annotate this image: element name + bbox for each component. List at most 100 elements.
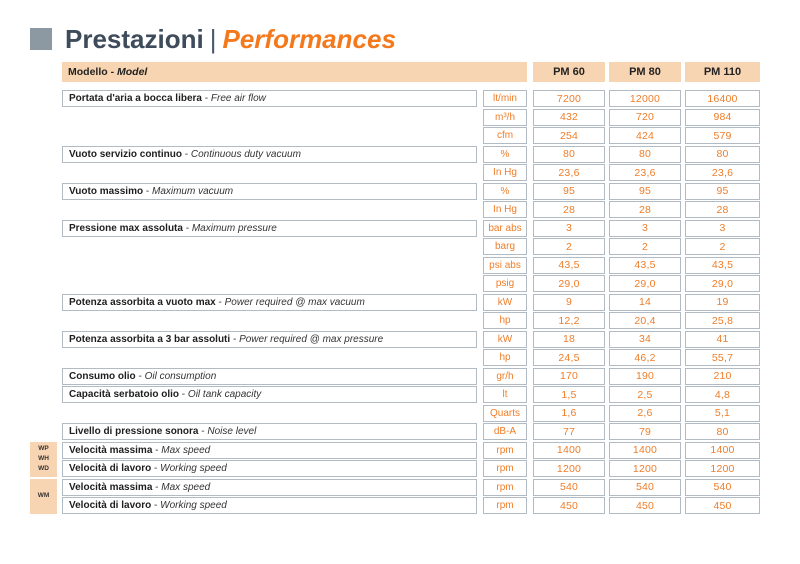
table-row: Velocità di lavoro - Working speed rpm 120… <box>62 460 760 477</box>
value-cell-pm-80: 79 <box>609 423 681 440</box>
value-cell-pm-60: 95 <box>533 182 605 200</box>
row-label-italian: Velocità massima <box>69 444 153 456</box>
row-label-english: Max speed <box>161 481 211 493</box>
row-label-separator: - <box>152 444 162 456</box>
value-cell-pm-60: 29,0 <box>533 275 605 292</box>
table-row: Consumo olio - Oil consumption gr/h 170 190… <box>62 367 760 385</box>
row-label-english: Maximum vacuum <box>151 185 234 197</box>
row-label: Consumo olio - Oil consumption <box>62 367 477 385</box>
value-cell-pm-80: 720 <box>609 108 681 126</box>
row-label: Potenza assorbita a 3 bar assoluti - Pow… <box>62 330 477 348</box>
unit-cell: lt <box>483 386 527 403</box>
row-label-spacer <box>62 275 477 292</box>
table-row: Velocità di lavoro - Working speed rpm 450… <box>62 497 760 514</box>
row-label-english: Working speed <box>160 463 227 474</box>
row-label: Capacità serbatoio olio - Oil tank capac… <box>62 386 477 403</box>
table-row: In Hg 28 28 28 <box>62 201 760 218</box>
value-cell-pm-60: 80 <box>533 145 605 163</box>
value-cell-pm-60: 450 <box>533 497 605 514</box>
value-cell-pm-80: 34 <box>609 330 681 348</box>
table-row: cfm 254 424 579 <box>62 127 760 144</box>
model-label-separator: - <box>107 66 118 78</box>
row-label: Velocità di lavoro - Working speed <box>62 460 477 477</box>
unit-cell: bar abs <box>483 219 527 237</box>
unit-cell: In Hg <box>483 201 527 218</box>
row-label-separator: - <box>215 296 225 308</box>
table-row: psig 29,0 29,0 29,0 <box>62 275 760 292</box>
table-row: Potenza assorbita a 3 bar assoluti - Pow… <box>62 330 760 348</box>
value-cell-pm-110: 43,5 <box>685 256 760 274</box>
row-label-separator: - <box>202 93 211 104</box>
row-label-english: Free air flow <box>210 93 266 104</box>
value-cell-pm-80: 80 <box>609 145 681 163</box>
row-label-english: Oil tank capacity <box>187 389 262 400</box>
row-label-english: Maximum pressure <box>191 222 277 234</box>
value-cell-pm-110: 579 <box>685 127 760 144</box>
value-cell-pm-60: 3 <box>533 219 605 237</box>
value-cell-pm-80: 28 <box>609 201 681 218</box>
model-group-tag-line: WP <box>38 445 49 453</box>
value-cell-pm-110: 80 <box>685 423 760 440</box>
row-label-english: Power required @ max vacuum <box>224 296 365 308</box>
unit-cell: m³/h <box>483 108 527 126</box>
value-cell-pm-110: 23,6 <box>685 164 760 181</box>
value-cell-pm-110: 210 <box>685 367 760 385</box>
row-label-italian: Portata d'aria a bocca libera <box>69 93 202 104</box>
row-label-italian: Vuoto massimo <box>69 185 144 197</box>
value-cell-pm-60: 18 <box>533 330 605 348</box>
model-header-band: Modello - Model <box>62 62 527 82</box>
table-row: Velocità massima - Max speed rpm 540 540 540… <box>30 478 760 514</box>
row-label-spacer <box>62 405 477 422</box>
value-cell-pm-110: 4,8 <box>685 386 760 403</box>
row-label-italian: Livello di pressione sonora <box>69 426 199 437</box>
value-cell-pm-80: 95 <box>609 182 681 200</box>
row-label-separator: - <box>151 500 161 511</box>
row-label-spacer <box>62 127 477 144</box>
row-label: Velocità di lavoro - Working speed <box>62 497 477 514</box>
table-row: psi abs 43,5 43,5 43,5 <box>62 256 760 274</box>
value-cell-pm-110: 25,8 <box>685 312 760 329</box>
value-cell-pm-60: 24,5 <box>533 349 605 366</box>
row-label-separator: - <box>135 370 145 382</box>
row-label-separator: - <box>182 222 192 234</box>
unit-cell: psi abs <box>483 256 527 274</box>
value-cell-pm-80: 424 <box>609 127 681 144</box>
row-label-separator: - <box>179 389 188 400</box>
unit-cell: % <box>483 145 527 163</box>
value-cell-pm-60: 28 <box>533 201 605 218</box>
value-cell-pm-80: 1400 <box>609 441 681 459</box>
row-label: Vuoto servizio continuo - Continuous dut… <box>62 145 477 163</box>
row-label-italian: Velocità di lavoro <box>69 463 152 474</box>
row-label: Livello di pressione sonora - Noise leve… <box>62 423 477 440</box>
row-label-italian: Capacità serbatoio olio <box>69 389 180 400</box>
model-header-pm-80: PM 80 <box>609 62 681 82</box>
row-label-english: Max speed <box>161 444 211 456</box>
value-cell-pm-110: 28 <box>685 201 760 218</box>
value-cell-pm-110: 450 <box>685 497 760 514</box>
row-label: Velocità massima - Max speed <box>62 478 477 496</box>
table-row: m³/h 432 720 984 <box>62 108 760 126</box>
title-separator: | <box>209 24 217 54</box>
unit-cell: rpm <box>483 497 527 514</box>
value-cell-pm-110: 29,0 <box>685 275 760 292</box>
value-cell-pm-60: 432 <box>533 108 605 126</box>
row-label-spacer <box>62 349 477 366</box>
value-cell-pm-60: 254 <box>533 127 605 144</box>
unit-cell: lt/min <box>483 90 527 107</box>
unit-cell: In Hg <box>483 164 527 181</box>
page-header: Prestazioni | Performances <box>30 26 396 52</box>
value-cell-pm-110: 540 <box>685 478 760 496</box>
value-cell-pm-60: 77 <box>533 423 605 440</box>
page-title: Prestazioni | Performances <box>65 26 396 52</box>
model-group-tag-line: WH <box>38 455 49 463</box>
row-label: Velocità massima - Max speed <box>62 441 477 459</box>
table-row: In Hg 23,6 23,6 23,6 <box>62 164 760 181</box>
performance-table: Modello - Model PM 60 PM 80 PM 110 Portata… <box>30 62 760 516</box>
value-cell-pm-80: 450 <box>609 497 681 514</box>
value-cell-pm-80: 1200 <box>609 460 681 477</box>
page-title-english: Performances <box>222 24 396 54</box>
row-label-separator: - <box>198 426 208 437</box>
row-label-italian: Pressione max assoluta <box>69 222 183 234</box>
value-cell-pm-60: 43,5 <box>533 256 605 274</box>
